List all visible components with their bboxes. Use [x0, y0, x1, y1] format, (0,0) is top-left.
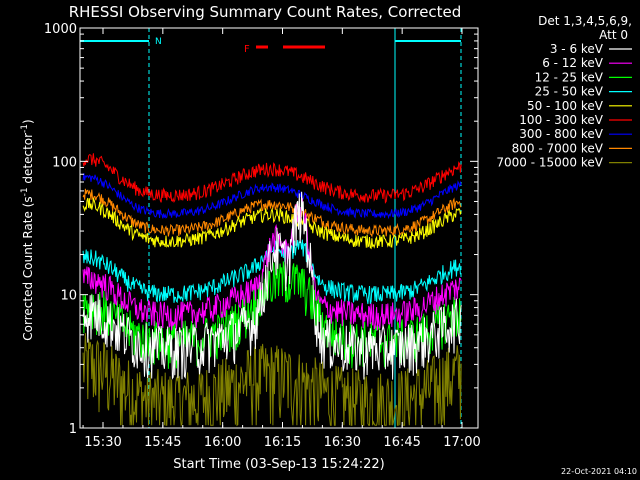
legend-label: 300 - 800 keV — [519, 127, 603, 141]
x-tick-label: 16:00 — [204, 435, 241, 450]
legend-label: 3 - 6 keV — [550, 42, 604, 56]
x-tick-label: 17:00 — [443, 435, 480, 450]
y-axis-label: Corrected Count Rate (s-1 detector-1) — [20, 119, 35, 340]
flare-marker-label: F — [244, 44, 250, 55]
x-tick-label: 16:45 — [383, 435, 420, 450]
legend-label: 12 - 25 keV — [535, 70, 604, 84]
series-line-50-100-keV — [82, 197, 462, 250]
plot-area — [79, 28, 462, 428]
series-line-25-50-keV — [82, 239, 462, 305]
legend-label: 800 - 7000 keV — [512, 141, 604, 155]
x-tick-label: 15:45 — [144, 435, 181, 450]
series-line-6-12-keV — [82, 198, 462, 331]
x-tick-label: 16:30 — [324, 435, 361, 450]
y-tick-label: 100 — [52, 155, 77, 170]
legend-label: 100 - 300 keV — [519, 113, 603, 127]
y-tick-label: 1000 — [44, 22, 77, 37]
x-axis-label: Start Time (03-Sep-13 15:24:22) — [173, 457, 384, 472]
legend-label: 7000 - 15000 keV — [496, 156, 603, 170]
series-line-3-6-keV — [82, 191, 462, 380]
series-line-12-25-keV — [82, 261, 462, 369]
x-tick-label: 15:30 — [84, 435, 121, 450]
series-line-800-7000-keV — [82, 188, 462, 238]
x-tick-label: 16:15 — [264, 435, 301, 450]
legend-header-2: Att 0 — [599, 28, 628, 42]
plot-frame — [79, 27, 479, 429]
legend-header-1: Det 1,3,4,5,6,9, — [538, 14, 632, 28]
series-line-7000-15000-keV — [82, 333, 462, 427]
y-tick-label: 10 — [60, 289, 77, 304]
series-line-300-800-keV — [82, 173, 462, 220]
legend-label: 25 - 50 keV — [535, 85, 604, 99]
legend-label: 6 - 12 keV — [542, 56, 604, 70]
y-tick-label: 1 — [69, 422, 77, 437]
night-marker-label: N — [155, 37, 162, 47]
series-line-100-300-keV — [82, 153, 462, 204]
footer-date: 22-Oct-2021 04:10 — [561, 467, 637, 476]
chart-title: RHESSI Observing Summary Count Rates, Co… — [69, 3, 462, 21]
legend-label: 50 - 100 keV — [527, 99, 604, 113]
